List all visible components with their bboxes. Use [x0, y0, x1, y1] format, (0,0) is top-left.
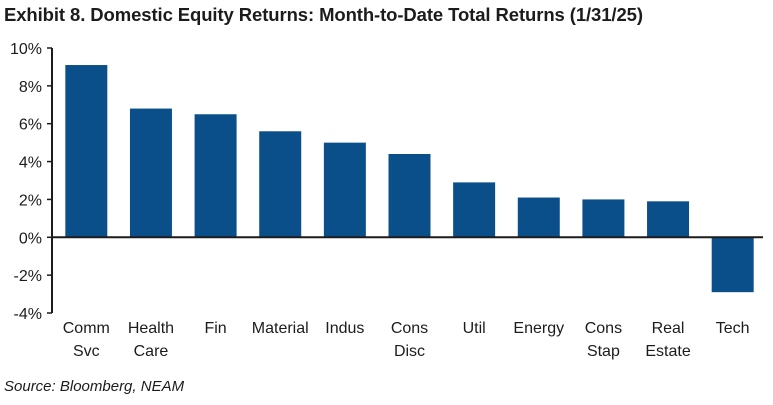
- bar: [194, 114, 237, 238]
- category-label: Energy: [513, 320, 564, 337]
- category-label: Svc: [73, 343, 100, 360]
- source-note: Source: Bloomberg, NEAM: [4, 378, 185, 395]
- y-tick-label: 8%: [19, 79, 42, 96]
- category-label: Comm: [63, 320, 110, 337]
- x-axis-labels: Comm Svc Health Care Fin Material Indus Cons Dis…: [63, 320, 750, 360]
- bar: [517, 197, 560, 238]
- bars: [65, 65, 754, 293]
- y-tick-label: 6%: [19, 117, 42, 134]
- bar: [647, 201, 690, 238]
- y-tick-label: -2%: [14, 268, 42, 285]
- y-tick-label: 10%: [10, 41, 42, 58]
- y-tick-label: 0%: [19, 230, 42, 247]
- bar: [65, 65, 108, 238]
- category-label: Stap: [587, 343, 620, 360]
- bar: [323, 142, 366, 238]
- category-label: Real: [652, 320, 685, 337]
- category-label: Cons: [585, 320, 622, 337]
- chart-title: Exhibit 8. Domestic Equity Returns: Mont…: [4, 4, 643, 25]
- category-label: Tech: [716, 320, 750, 337]
- category-label: Material: [252, 320, 309, 337]
- category-label: Fin: [204, 320, 226, 337]
- category-label: Util: [463, 320, 486, 337]
- y-axis: -4% -2% 0% 2% 4% 6% 8% 10%: [10, 41, 53, 323]
- y-tick-label: 4%: [19, 155, 42, 172]
- category-label: Indus: [325, 320, 364, 337]
- bar: [259, 131, 302, 238]
- category-label: Estate: [645, 343, 690, 360]
- category-label: Care: [134, 343, 169, 360]
- category-label: Disc: [394, 343, 425, 360]
- y-tick-label: 2%: [19, 192, 42, 209]
- category-label: Health: [128, 320, 174, 337]
- bar: [453, 182, 496, 238]
- y-tick-label: -4%: [14, 306, 42, 323]
- category-label: Cons: [391, 320, 428, 337]
- bar: [129, 108, 172, 238]
- bar: [711, 237, 754, 293]
- bar: [582, 199, 625, 238]
- bar: [388, 154, 431, 238]
